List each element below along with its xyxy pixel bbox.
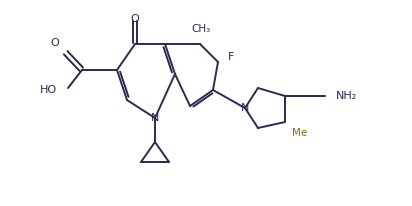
Text: CH₃: CH₃ [192, 24, 211, 34]
Text: N: N [151, 113, 159, 123]
Text: NH₂: NH₂ [336, 91, 357, 101]
Text: F: F [228, 52, 234, 62]
Text: Me: Me [292, 128, 307, 138]
Text: O: O [131, 14, 139, 24]
Text: N: N [241, 103, 249, 113]
Text: O: O [51, 38, 59, 48]
Text: HO: HO [40, 85, 57, 95]
